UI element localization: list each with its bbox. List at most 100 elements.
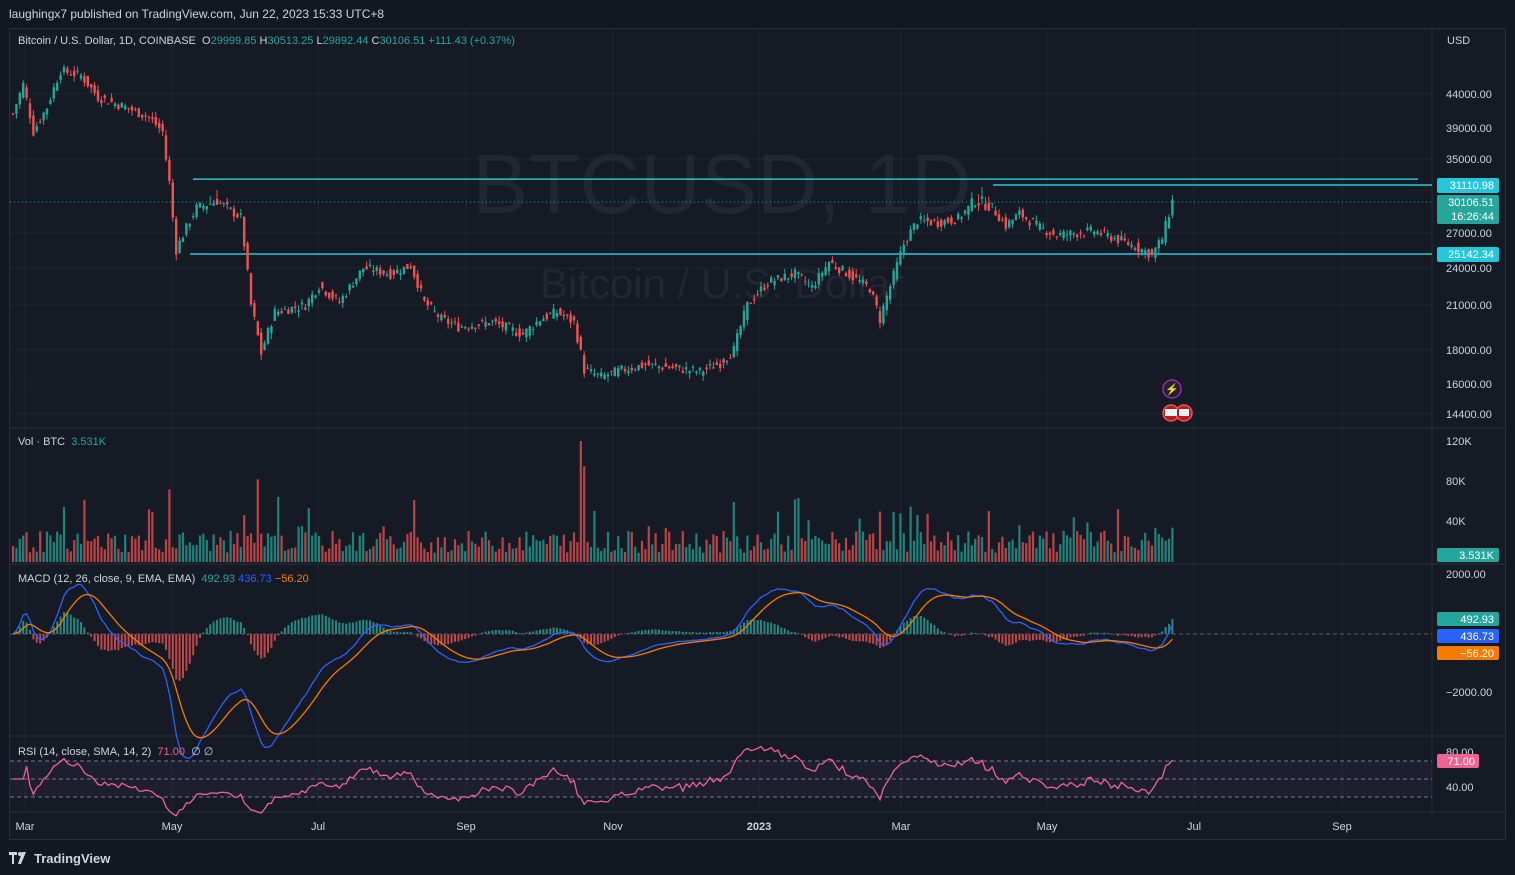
candle-body — [229, 207, 232, 209]
volume-bar — [1144, 532, 1147, 562]
last-price-badge: 30106.51 — [1448, 197, 1494, 209]
macd-hist-bar — [42, 634, 45, 641]
macd-hist-bar — [797, 633, 800, 634]
volume-bar — [644, 549, 647, 562]
volume-bar — [32, 547, 35, 562]
volume-bar — [586, 541, 589, 562]
volume-bar — [630, 531, 633, 562]
volume-label: Vol · BTC — [18, 436, 66, 448]
candle-body — [103, 95, 106, 99]
macd-hist-bar — [311, 615, 314, 634]
candle-body — [1055, 236, 1058, 238]
macd-hist-bar — [817, 634, 820, 641]
volume-bar — [1011, 539, 1014, 562]
candle-body — [661, 367, 664, 370]
macd-hist-bar — [97, 634, 99, 647]
candle-body — [572, 316, 576, 321]
chart-frame[interactable] — [9, 28, 1506, 840]
candle-body — [181, 237, 185, 242]
volume-bar — [215, 544, 219, 562]
volume-bar — [110, 538, 113, 562]
volume-bar — [800, 538, 803, 562]
candle-body — [889, 286, 892, 300]
candle-body — [719, 363, 722, 369]
macd-hist-bar — [450, 634, 453, 644]
macd-hist-bar — [1140, 634, 1143, 638]
volume-bar — [467, 531, 470, 562]
volume-bar — [1157, 533, 1160, 562]
macd-hist-bar — [212, 621, 215, 634]
candle-body — [583, 354, 586, 374]
volume-bar — [498, 548, 501, 562]
candle-body — [90, 84, 93, 88]
tradingview-footer[interactable]: TradingView — [9, 848, 110, 868]
volume-bar — [372, 546, 375, 562]
candle-body — [770, 277, 773, 283]
macd-hist-bar — [63, 612, 65, 634]
candle-body — [188, 224, 191, 227]
volume-bar — [980, 537, 984, 562]
candle-body — [521, 332, 525, 335]
publish-header: laughingx7 published on TradingView.com,… — [0, 0, 1515, 28]
candle-body — [1038, 223, 1041, 230]
volume-bar — [1150, 545, 1154, 562]
macd-hist-bar — [202, 632, 205, 634]
candle-body — [290, 306, 293, 313]
volume-bar — [865, 539, 868, 562]
volume-bar — [300, 526, 304, 562]
time-tick: Jul — [311, 821, 325, 833]
macd-hist-bar — [358, 620, 361, 634]
macd-hist-bar — [355, 621, 358, 634]
volume-bar — [1123, 535, 1126, 562]
candle-body — [831, 259, 834, 264]
candle-body — [294, 306, 297, 309]
macd-hist-bar — [158, 634, 161, 644]
macd-hist-bar — [474, 634, 477, 636]
macd-hist-bar — [1015, 634, 1017, 643]
main-legend[interactable]: Bitcoin / U.S. Dollar, 1D, COINBASE O299… — [18, 35, 515, 47]
volume-bar — [647, 526, 650, 562]
volume-bar — [229, 530, 232, 562]
candle-body — [715, 362, 718, 365]
candle-body — [681, 370, 684, 373]
candle-body — [1014, 214, 1018, 221]
candle-body — [736, 333, 739, 352]
candle-body — [236, 214, 239, 218]
macd-hist-value: 492.93 — [201, 573, 236, 585]
volume-bar — [426, 551, 429, 562]
macd-hist-badge: 492.93 — [1460, 614, 1494, 626]
level-badge-upper: 31110.98 — [1450, 180, 1494, 192]
volume-bar — [348, 544, 351, 562]
candle-body — [943, 220, 946, 226]
macd-hist-bar — [471, 634, 473, 637]
volume-bar — [991, 548, 994, 562]
volume-bar — [712, 534, 715, 562]
candle-body — [219, 203, 222, 205]
candle-body — [872, 291, 875, 295]
candle-body — [215, 198, 219, 205]
candle-body — [705, 367, 708, 369]
volume-bar — [617, 536, 620, 562]
candle-body — [1157, 240, 1160, 249]
candle-body — [501, 321, 504, 328]
volume-bar — [919, 532, 922, 562]
macd-hist-bar — [617, 634, 620, 636]
macd-hist-bar — [127, 634, 130, 647]
candle-body — [18, 93, 21, 105]
candle-body — [933, 219, 936, 221]
low-label: L — [316, 35, 323, 47]
volume-bar — [861, 531, 865, 562]
volume-bar — [120, 551, 123, 562]
volume-legend[interactable]: Vol · BTC 3.531K — [18, 436, 106, 448]
macd-hist-bar — [753, 619, 756, 634]
candle-body — [117, 104, 120, 109]
macd-legend[interactable]: MACD (12, 26, close, 9, EMA, EMA) 492.93… — [18, 573, 309, 585]
volume-bar — [695, 533, 698, 562]
event-markers[interactable]: ⚡ — [1162, 379, 1193, 422]
volume-tick: 120K — [1446, 436, 1472, 448]
rsi-legend[interactable]: RSI (14, close, SMA, 14, 2) 71.00 ∅ ∅ — [18, 745, 213, 758]
candle-body — [1113, 238, 1116, 240]
candle-body — [287, 309, 290, 315]
volume-bar — [453, 539, 457, 562]
